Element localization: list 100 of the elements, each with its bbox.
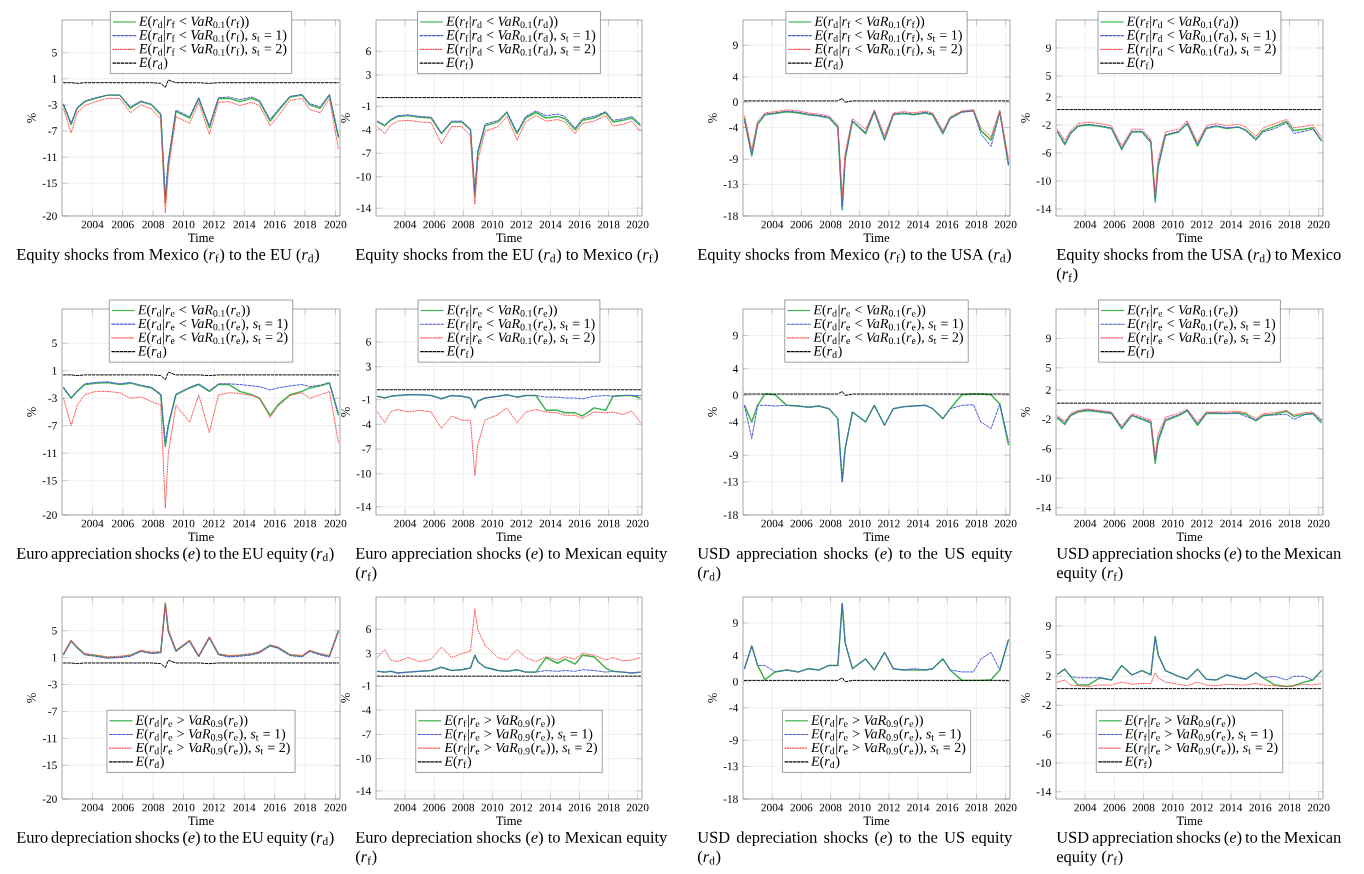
text: E(r$_{d}$|r$_{e}$ < VaR$_{0.1}$(r$_{e}$), s$_{t}$ = 2): [137, 332, 288, 345]
x-tick-label: 2004: [761, 803, 784, 812]
x-tick-label: 2008: [819, 220, 842, 229]
y-tick-label: -15: [42, 179, 57, 188]
legend-label: E(r$_{d}$): [135, 756, 164, 769]
y-tick-label: -7: [48, 707, 57, 716]
x-tick-label: 2020: [994, 803, 1017, 812]
text: E(r$_{d}$|r$_{f}$ < VaR$_{0.1}$(r$_{f}$), s$_{t}$ = 1): [814, 29, 962, 43]
x-tick-label: 2016: [1249, 220, 1272, 229]
text: Euro appreciation shocks (e) to the EU equity (r$_{d}$): [16, 547, 334, 563]
y-tick-label: -14: [1036, 503, 1052, 512]
text: E(r$_{d}$|r$_{f}$ < VaR$_{0.1}$(r$_{f}$), s$_{t}$ = 2): [814, 43, 962, 57]
text: E(r$_{f}$|r$_{e}$ > VaR$_{0.9}$(r$_{e}$), s$_{t}$ = 1): [444, 728, 593, 742]
x-tick-label: 2008: [142, 803, 165, 812]
y-tick-label: -15: [42, 476, 57, 485]
x-tick-label: 2020: [626, 519, 649, 528]
y-tick-label: 2: [1046, 93, 1051, 101]
x-axis-title: Time: [188, 816, 214, 826]
y-tick-label: 9: [732, 619, 738, 627]
x-tick-label: 2010: [481, 519, 504, 528]
y-tick-label: 6: [366, 338, 371, 346]
x-axis-title: Time: [1176, 233, 1203, 243]
y-tick-label: -14: [1036, 205, 1052, 213]
x-tick-label: 2014: [907, 220, 930, 229]
y-tick-label: -7: [362, 149, 371, 157]
y-tick-label: -10: [356, 469, 371, 478]
y-axis-title: %: [341, 693, 350, 703]
x-tick-label: 2014: [907, 519, 930, 528]
y-tick-label: -18: [723, 511, 738, 519]
x-tick-label: 2016: [936, 519, 959, 528]
x-tick-label: 2018: [1278, 803, 1301, 812]
x-tick-label: 2008: [452, 220, 475, 229]
x-tick-label: 2008: [1132, 803, 1155, 812]
x-tick-label: 2012: [1191, 220, 1213, 229]
y-axis-title: %: [27, 113, 36, 123]
y-tick-label: -20: [42, 511, 57, 519]
y-tick-label: 3: [366, 71, 371, 79]
y-tick-label: 4: [732, 365, 739, 373]
y-tick-label: -7: [48, 127, 57, 135]
y-tick-label: -10: [356, 754, 371, 763]
x-tick-label: 2012: [1191, 803, 1213, 812]
x-tick-label: 2004: [394, 220, 417, 229]
y-tick-label: -13: [723, 477, 738, 486]
x-tick-label: 2014: [233, 803, 256, 812]
text: E(r$_{f}$|r$_{e}$ < VaR$_{0.1}$(r$_{e}$)): [1127, 304, 1238, 318]
chart-title: USD appreciation shocks (e) to the US equity (r$_{d}$): [697, 547, 1013, 582]
text: Equity shocks from Mexico (r$_{f}$) to the USA (r$_{d}$): [697, 248, 1011, 264]
chart-title: Equity shocks from the USA (r$_{d}$) to Mexico (r$_{f}$): [1056, 248, 1341, 283]
x-tick-label: 2016: [1249, 519, 1272, 528]
legend-label: E(r$_{d}$): [810, 756, 840, 769]
x-tick-label: 2008: [819, 519, 842, 528]
x-tick-label: 2006: [423, 519, 446, 528]
x-axis-title: Time: [496, 233, 522, 243]
y-tick-label: 9: [1045, 334, 1051, 343]
y-tick-label: -20: [42, 212, 57, 220]
text: E(r$_{d}$|r$_{f}$ < VaR$_{0.1}$(r$_{f}$), s$_{t}$ = 2): [138, 43, 287, 57]
y-tick-label: 0: [733, 98, 738, 106]
x-tick-label: 2020: [1307, 519, 1330, 528]
x-tick-label: 2010: [1161, 519, 1184, 528]
legend-label: E(r$_{d}$): [137, 345, 167, 359]
y-tick-label: -10: [356, 172, 371, 181]
y-tick-label: 1: [52, 75, 57, 83]
x-tick-label: 2004: [394, 519, 417, 528]
y-axis-title: %: [1021, 407, 1030, 417]
x-tick-label: 2010: [481, 803, 504, 812]
text: E(r$_{d}$|r$_{e}$ > VaR$_{0.9}$(r$_{e}$)): [135, 714, 248, 728]
x-tick-label: 2010: [172, 220, 195, 229]
x-tick-label: 2012: [203, 519, 225, 528]
y-tick-label: 5: [52, 626, 57, 635]
text: E(r$_{f}$|r$_{e}$ > VaR$_{0.9}$(r$_{e}$), s$_{t}$ = 1): [1124, 728, 1273, 742]
x-tick-label: 2006: [1103, 220, 1126, 229]
y-tick-label: 2: [1046, 672, 1051, 681]
x-tick-label: 2016: [263, 220, 286, 229]
y-tick-label: 0: [733, 391, 738, 400]
x-tick-label: 2018: [965, 519, 988, 528]
text: E(r$_{f}$|r$_{e}$ < VaR$_{0.1}$(r$_{e}$), s$_{t}$ = 1): [446, 318, 595, 332]
y-axis-title: %: [708, 693, 717, 703]
x-tick-label: 2016: [568, 519, 591, 528]
x-tick-label: 2010: [1161, 220, 1184, 229]
text: E(r$_{f}$|r$_{d}$ < VaR$_{0.1}$(r$_{d}$), s$_{t}$ = 2): [446, 43, 596, 57]
y-tick-label: -7: [362, 730, 371, 739]
y-tick-label: -14: [356, 204, 372, 212]
legend-label: E(r$_{f}$): [1127, 345, 1154, 359]
x-axis-title: Time: [188, 532, 214, 542]
x-tick-label: 2008: [452, 803, 475, 812]
text: E(r$_{f}$|r$_{d}$ < VaR$_{0.1}$(r$_{d}$), s$_{t}$ = 1): [1126, 29, 1276, 43]
x-axis-title: Time: [496, 532, 522, 542]
y-tick-label: 5: [52, 48, 57, 57]
y-axis-title: %: [27, 693, 36, 703]
text: E(r$_{f}$|r$_{d}$ < VaR$_{0.1}$(r$_{d}$)): [1126, 16, 1238, 29]
x-tick-label: 2018: [965, 803, 988, 812]
y-axis-title: %: [708, 407, 717, 417]
x-axis-title: Time: [1176, 532, 1203, 542]
text: Equity shocks from Mexico (r$_{f}$) to the EU (r$_{d}$): [16, 248, 319, 264]
x-tick-label: 2020: [324, 803, 347, 812]
y-tick-label: 6: [366, 625, 371, 634]
y-tick-label: -20: [42, 795, 57, 803]
y-tick-label: 4: [732, 651, 739, 660]
text: E(r$_{d}$|r$_{e}$ > VaR$_{0.9}$(r$_{e}$), s$_{t}$ = 1): [810, 728, 961, 742]
x-tick-label: 2010: [1161, 803, 1184, 812]
